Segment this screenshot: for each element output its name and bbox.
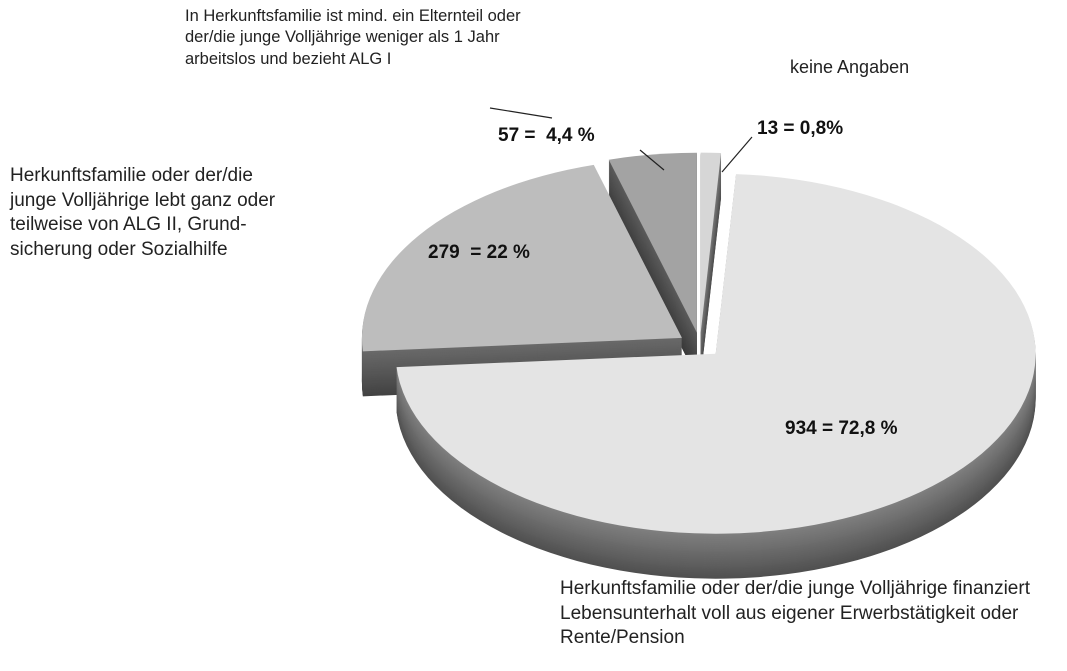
value-label: 13 = 0,8%: [757, 118, 844, 139]
value-label: 279 = 22 %: [428, 242, 530, 263]
pie: [361, 152, 1036, 579]
category-label: keine Angaben: [790, 57, 910, 77]
leader-line: [489, 107, 553, 119]
value-label: 934 = 72,8 %: [785, 418, 898, 439]
slice: [608, 152, 697, 333]
category-label: Herkunftsfamilie oder der/die junge Voll…: [10, 165, 276, 261]
slice: [396, 174, 1036, 534]
leader-line: [721, 136, 753, 173]
value-label: 57 = 4,4 %: [498, 125, 595, 146]
category-label: In Herkunftsfamilie ist mind. ein Eltern…: [185, 7, 521, 68]
slice: [700, 152, 722, 333]
slice: [361, 164, 682, 352]
leader-line: [639, 149, 665, 171]
category-label: Herkunftsfamilie oder der/die junge Voll…: [560, 578, 1030, 649]
